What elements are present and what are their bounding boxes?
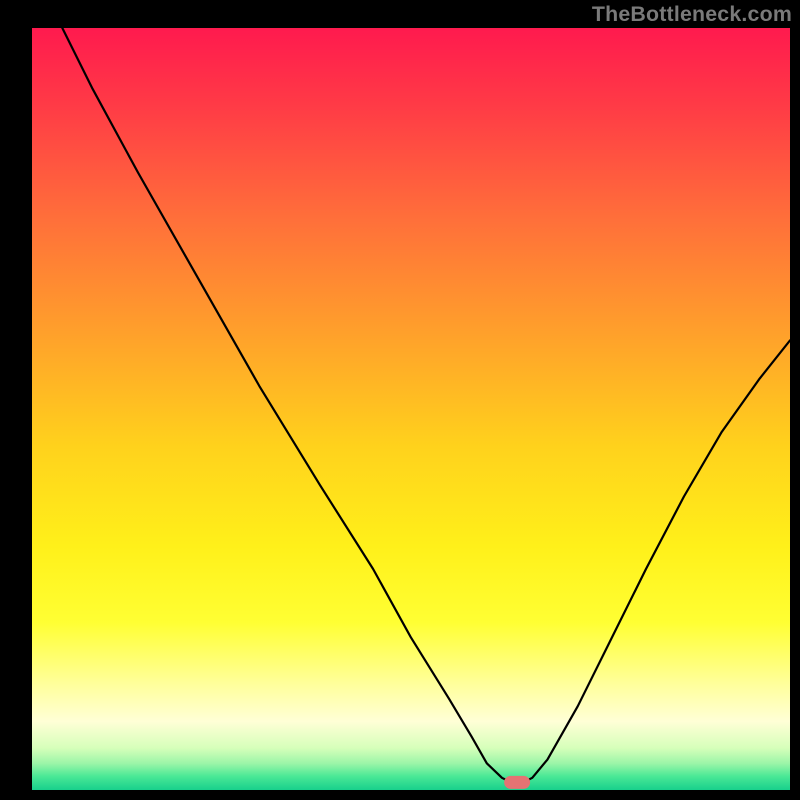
watermark-label: TheBottleneck.com	[592, 2, 792, 27]
gradient-background	[32, 28, 790, 790]
chart-frame: TheBottleneck.com	[0, 0, 800, 800]
minimum-marker	[504, 776, 530, 788]
plot-svg	[32, 28, 790, 790]
plot-area	[32, 28, 790, 790]
